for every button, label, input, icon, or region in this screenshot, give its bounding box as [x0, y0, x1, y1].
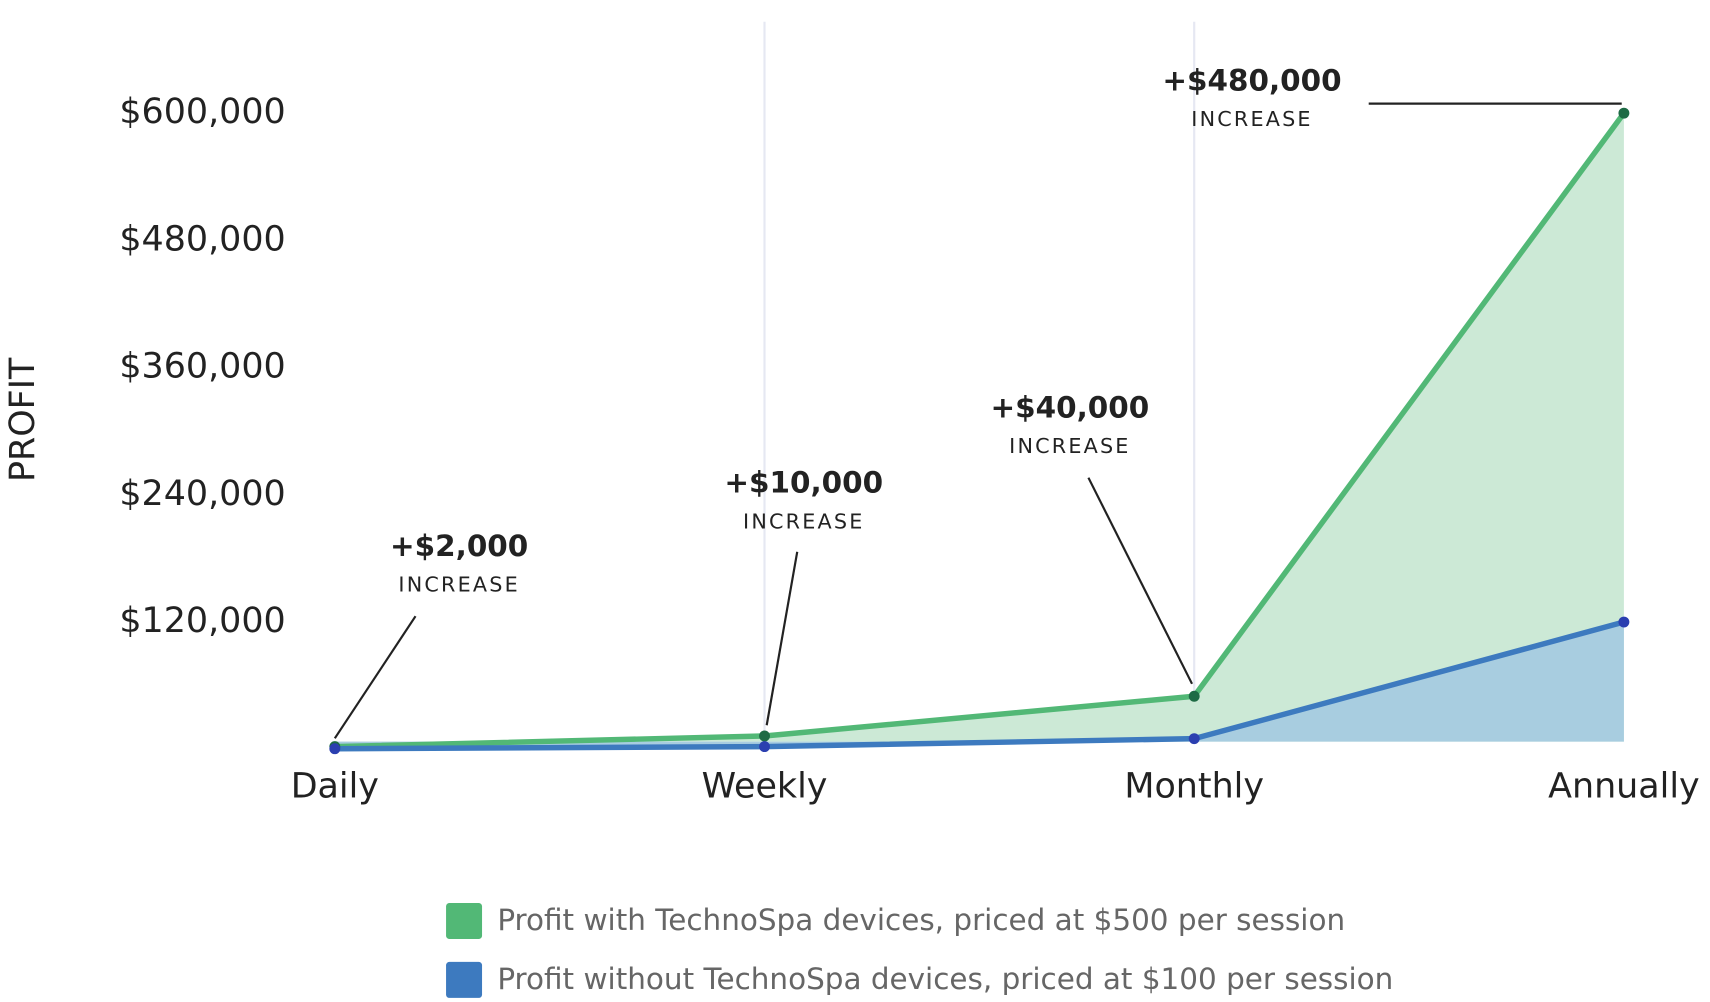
- point: [329, 743, 341, 755]
- annotation-value: +$480,000: [1162, 63, 1341, 97]
- x-tick-label: Monthly: [1124, 766, 1264, 806]
- annotation-subtext: INCREASE: [1009, 434, 1130, 458]
- x-tick-label: Annually: [1548, 766, 1700, 806]
- line: [334, 619, 1625, 752]
- x-tick-label: Daily: [291, 766, 379, 806]
- line: [334, 111, 1627, 750]
- point: [1618, 616, 1630, 628]
- plot: PROFIT $120,000 $240,000 $360,000 $480,000 $…: [3, 21, 1700, 998]
- annotation-subtext: INCREASE: [1191, 107, 1312, 131]
- point: [759, 730, 770, 742]
- legend-swatch: [446, 961, 483, 998]
- y-axis-label: PROFIT: [3, 357, 43, 482]
- legend-swatch: [446, 903, 483, 940]
- point: [1188, 733, 1200, 745]
- annotation-value: +$10,000: [724, 466, 883, 500]
- annotation-value: +$2,000: [390, 529, 528, 563]
- annotation-value: +$40,000: [991, 390, 1150, 424]
- annotation-leader: [765, 551, 799, 726]
- y-tick-label: $480,000: [119, 219, 285, 259]
- y-tick-label: $240,000: [119, 474, 285, 514]
- legend-label: Profit with TechnoSpa devices, priced at…: [497, 903, 1345, 937]
- point: [1618, 107, 1630, 119]
- y-tick-label: $120,000: [119, 601, 285, 641]
- area: [334, 622, 1624, 749]
- point: [759, 741, 770, 753]
- annotation-subtext: INCREASE: [743, 509, 864, 533]
- y-tick-label: $360,000: [119, 347, 285, 387]
- x-tick-label: Weekly: [702, 766, 828, 806]
- y-tick-label: $600,000: [119, 92, 285, 132]
- legend-label: Profit without TechnoSpa devices, priced…: [497, 962, 1393, 996]
- point: [1188, 690, 1200, 702]
- annotation-leader: [1087, 477, 1194, 685]
- annotation-leader: [333, 615, 417, 739]
- annotation-subtext: INCREASE: [398, 573, 519, 597]
- area: [334, 113, 1624, 747]
